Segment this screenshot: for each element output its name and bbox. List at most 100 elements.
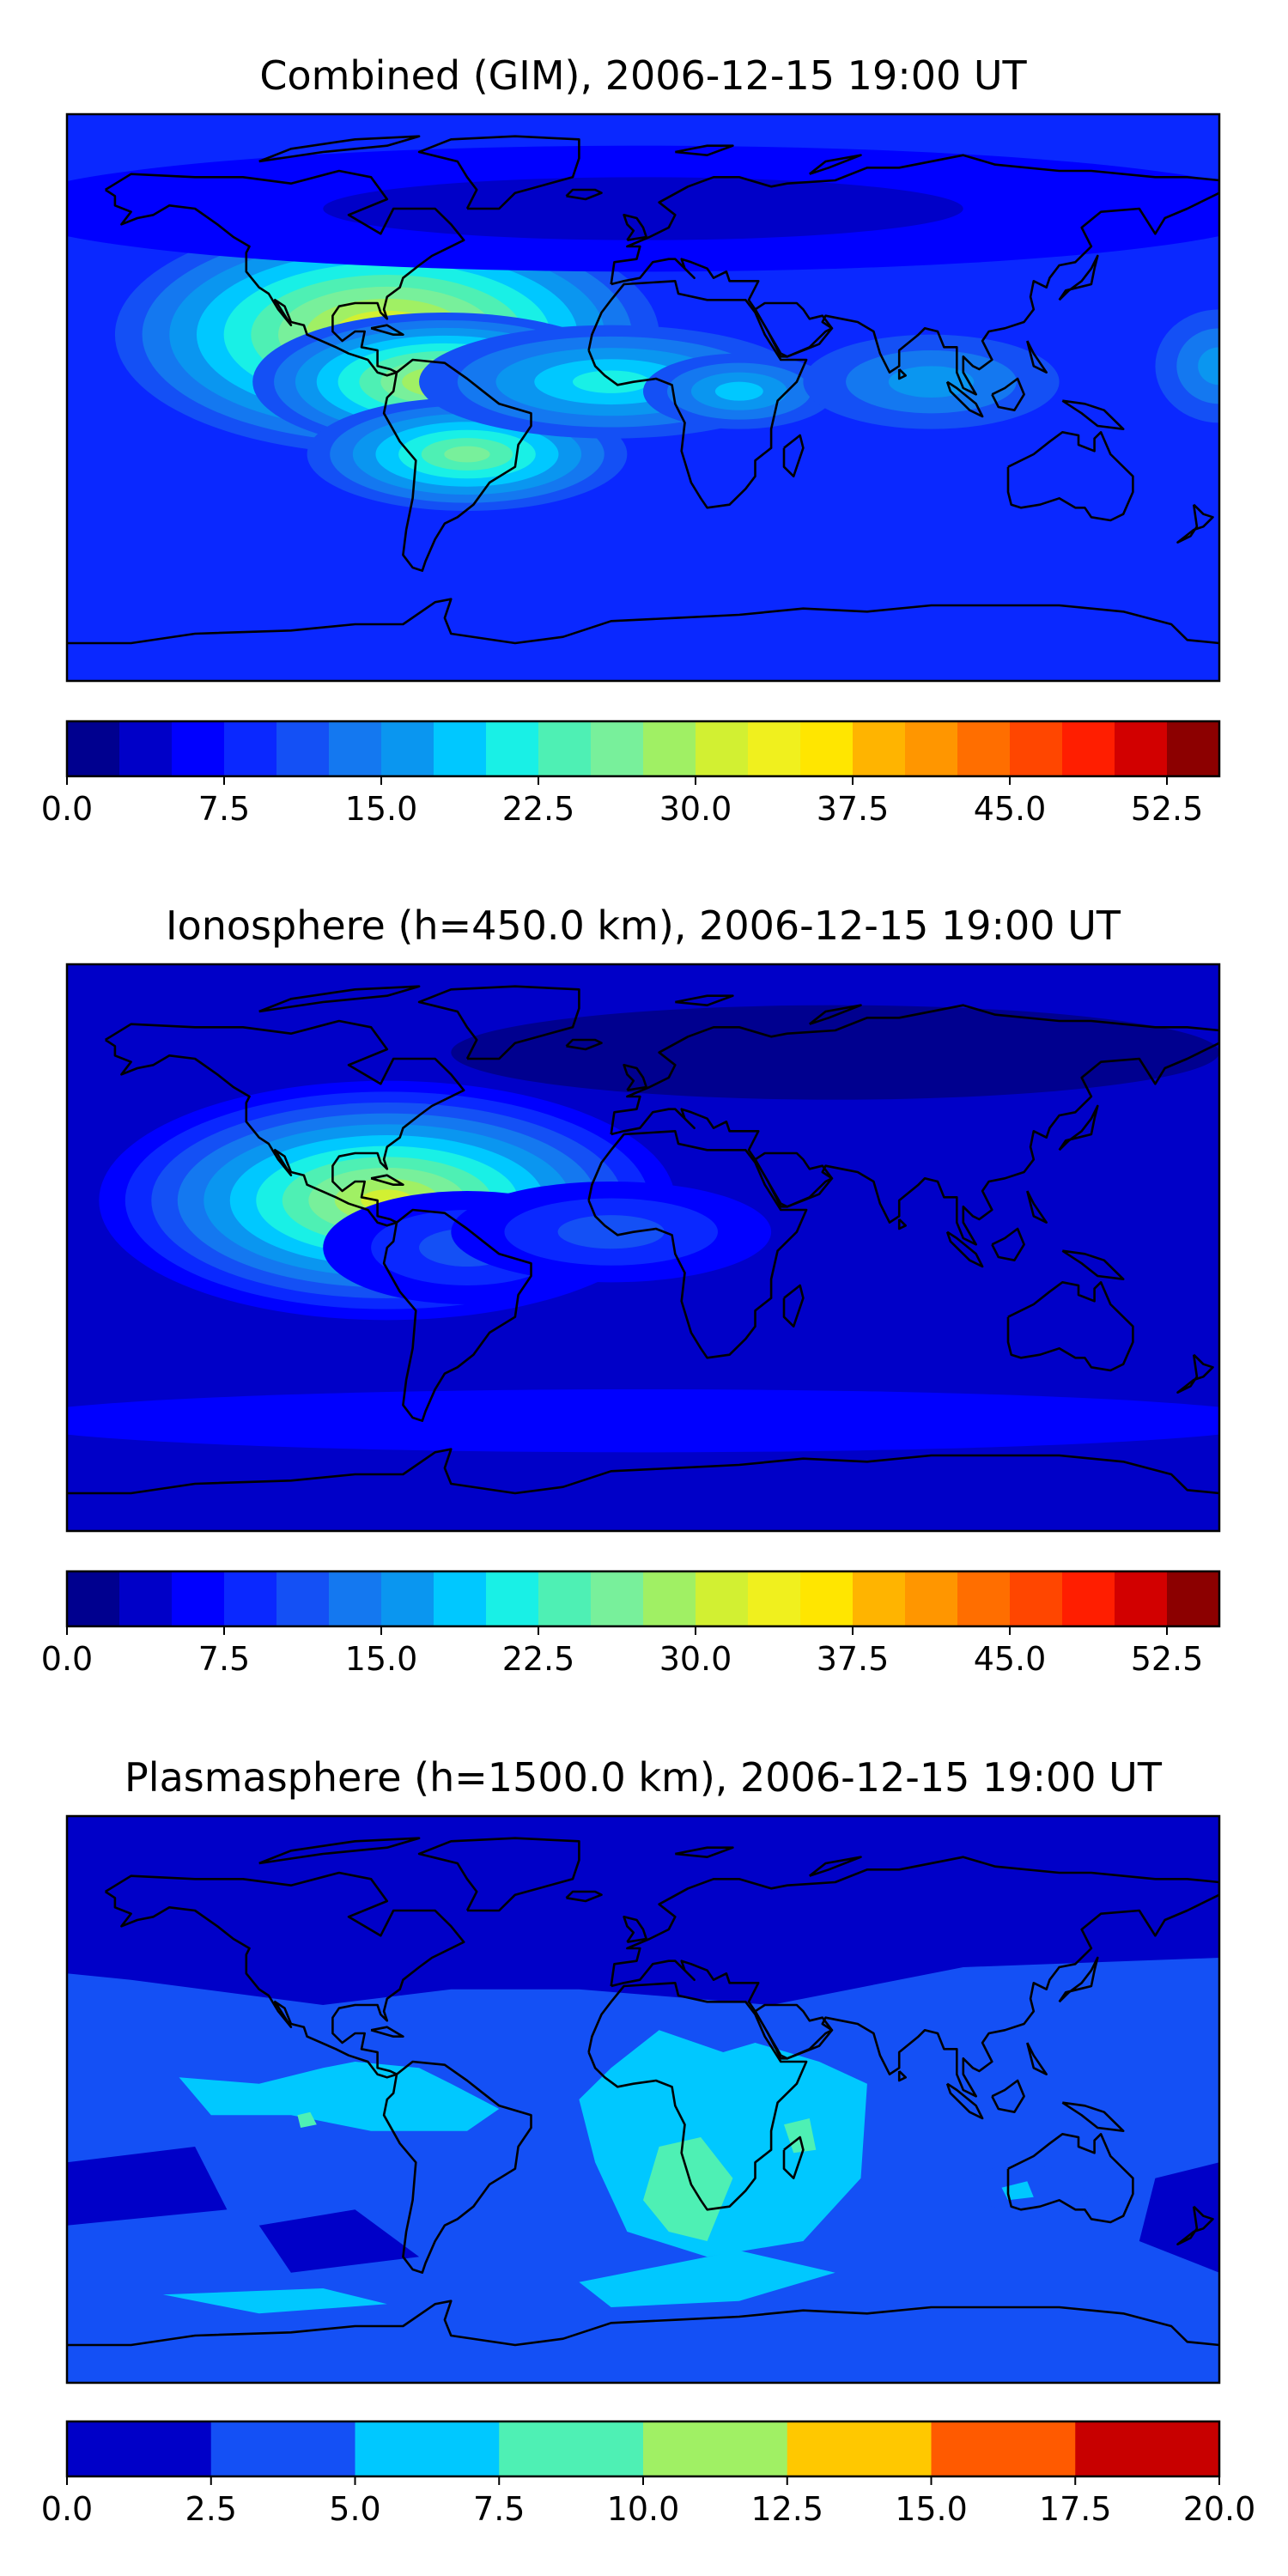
colorbar-segment [800,1571,854,1626]
contour-band [572,370,650,393]
coastlines [67,135,1219,645]
colorbar-tick-label: 2.5 [185,2490,237,2528]
colorbar-segment [1010,721,1063,776]
coastline-antarctica [67,1448,1219,1495]
colorbar-segment [67,2421,212,2476]
coastline-south-america [382,358,532,573]
coastline-sri-lanka [897,368,907,380]
contour-region [643,2137,733,2241]
contour-region [297,2111,317,2128]
colorbar-segment [67,721,120,776]
coastline-uk [623,1916,648,1943]
colorbar-segment [67,1571,120,1626]
colorbar-segment [329,721,382,776]
colorbar-tick-label: 0.0 [41,790,93,828]
coastline-eurasia [610,1856,1219,2098]
coastline-indonesia [945,1230,984,1268]
contour-region [179,2062,500,2131]
colorbar-segment [591,1571,644,1626]
colorbar-segment [643,721,696,776]
colorbar-tick-label: 7.5 [473,2490,525,2528]
colorbar-segment [210,2421,356,2476]
coastline-africa [587,1130,808,1359]
coastline-new-zealand [1176,1353,1214,1394]
colorbar-segment [957,1571,1011,1626]
map-field [67,114,1219,681]
coastline-svalbard [675,1846,734,1858]
colorbar-frame [65,720,1221,778]
colorbar-segment [381,721,434,776]
colorbar-segment [643,2421,788,2476]
coastline-cuba [370,2026,404,2038]
colorbar-tick-label: 0.0 [41,1640,93,1678]
colorbar-segment [905,721,958,776]
contour-band [714,381,763,401]
coastline-cuba [370,324,404,337]
coastline-madagascar [782,2136,805,2179]
colorbar-segment [1167,1571,1220,1626]
colorbar-tick-label: 15.0 [345,790,418,828]
coastline-eurasia [610,1004,1219,1246]
colorbar-tick-label: 15.0 [895,2490,968,2528]
colorbar-segment [853,721,906,776]
contour-band [888,366,975,398]
colorbar-tick-label: 45.0 [974,1640,1047,1678]
colorbar-segment [276,1571,330,1626]
coastline-new-zealand [1176,2205,1214,2245]
colorbar-segment [696,721,749,776]
coastline-uk [623,214,648,241]
colorbar-segment [224,721,277,776]
coastline-greenland [417,135,580,210]
colorbar-tick-label: 15.0 [345,1640,418,1678]
colorbar-tick-label: 7.5 [198,790,250,828]
colorbar-segment [787,2421,933,2476]
colorbar-segment [957,721,1011,776]
panel-title: Combined (GIM), 2006-12-15 19:00 UT [259,52,1027,99]
contour-region [162,2288,387,2314]
panel-ionosphere: Ionosphere (h=450.0 km), 2006-12-15 19:0… [41,902,1221,1678]
colorbar-segment [499,2421,644,2476]
colorbar-segment [643,1571,696,1626]
map-frame [65,112,1221,683]
coastline-australia [1006,1281,1134,1372]
colorbar-segment [172,721,225,776]
coastline-uk [623,1064,648,1091]
colorbar-segment [931,2421,1076,2476]
coastline-australia [1006,430,1134,522]
colorbar-tick-label: 22.5 [502,1640,575,1678]
coastline-iceland [565,188,603,201]
colorbar-segment [1062,721,1115,776]
colorbar-segment [1010,1571,1063,1626]
panel-plasmasphere: Plasmasphere (h=1500.0 km), 2006-12-15 1… [41,1754,1256,2528]
colorbar-segment [538,1571,592,1626]
map-frame [65,1814,1221,2385]
colorbar-tick-label: 10.0 [607,2490,680,2528]
coastline-australia [1006,2133,1134,2224]
colorbar-segment [1115,721,1168,776]
colorbar-segment [591,721,644,776]
colorbar-segment [486,1571,539,1626]
coastline-arabia [754,1151,834,1208]
coastline-africa [587,279,808,509]
colorbar-segment [748,1571,801,1626]
colorbar-tick-label: 12.5 [750,2490,823,2528]
colorbar-tick-label: 17.5 [1039,2490,1112,2528]
colorbar-segment [853,1571,906,1626]
coastlines [67,985,1219,1495]
coastline-iceland [565,1038,603,1051]
colorbar-tick-label: 37.5 [817,790,890,828]
colorbar-tick-label: 30.0 [659,790,732,828]
map-frame [65,963,1221,1533]
contour-region [1001,2181,1034,2201]
coastline-philippines [1026,1190,1048,1224]
coastline-indonesia [945,380,984,418]
contour-region [258,2209,420,2273]
coastline-antarctica [67,598,1219,645]
coastline-madagascar [782,434,805,478]
panel-title: Plasmasphere (h=1500.0 km), 2006-12-15 1… [125,1754,1163,1801]
colorbar-segment [329,1571,382,1626]
colorbar-segment [434,721,487,776]
coastline-philippines [1026,340,1048,374]
coastline-japan [1058,1956,1099,2003]
